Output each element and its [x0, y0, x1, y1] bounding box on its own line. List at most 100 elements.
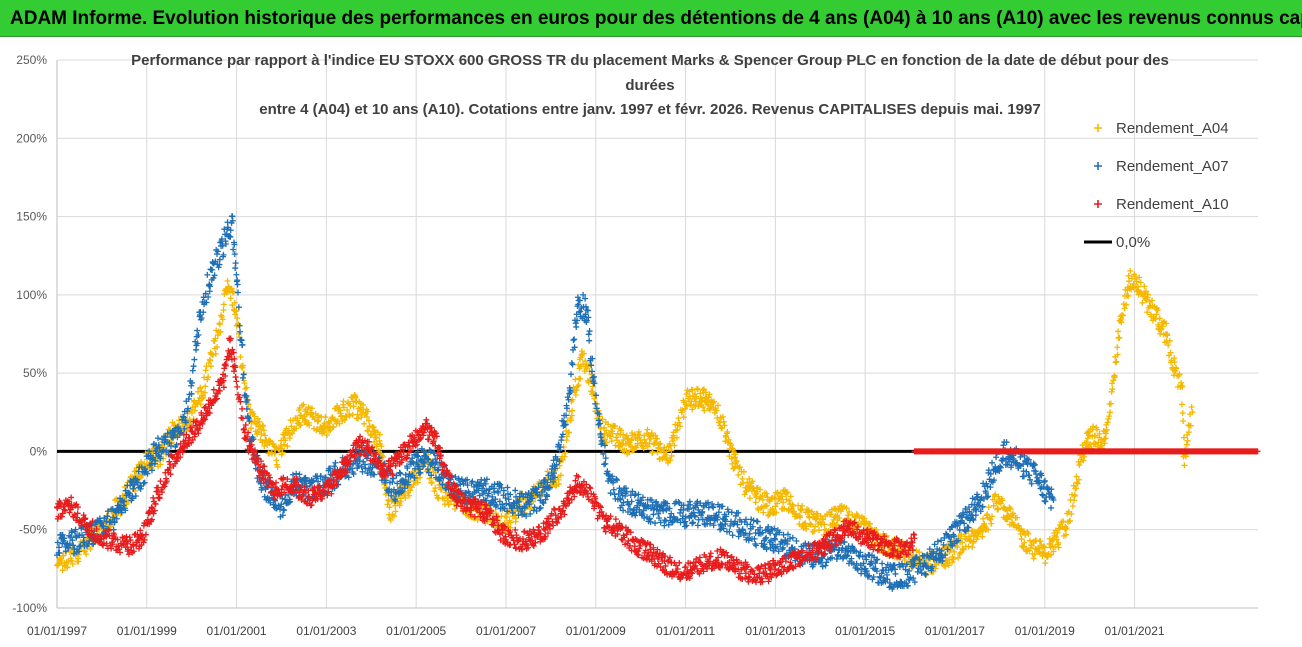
data-point	[228, 285, 235, 292]
data-point	[75, 504, 82, 511]
data-point	[957, 549, 964, 556]
data-point	[477, 480, 484, 487]
data-point	[146, 448, 153, 455]
y-tick-label: 50%	[23, 366, 47, 380]
data-point	[202, 383, 209, 390]
data-point	[750, 517, 757, 524]
data-point	[322, 414, 329, 421]
data-point	[566, 408, 573, 415]
data-point	[784, 489, 791, 496]
data-point	[282, 437, 289, 444]
data-point	[503, 514, 510, 521]
data-point	[371, 471, 378, 478]
data-point	[689, 406, 696, 413]
data-point	[1063, 525, 1070, 532]
data-point	[628, 436, 635, 443]
data-point	[710, 504, 717, 511]
data-point	[668, 452, 675, 459]
data-point	[502, 495, 509, 502]
data-point	[351, 454, 358, 461]
data-point	[944, 546, 951, 553]
data-point	[317, 473, 324, 480]
data-point	[403, 455, 410, 462]
data-point	[469, 478, 476, 485]
data-point	[197, 401, 204, 408]
data-point	[624, 508, 631, 515]
data-point	[182, 419, 189, 426]
data-point	[757, 505, 764, 512]
data-point	[104, 513, 111, 520]
data-point	[60, 503, 67, 510]
data-point	[673, 434, 680, 441]
x-tick-label: 01/01/2013	[745, 624, 805, 638]
data-point	[717, 526, 724, 533]
data-point	[414, 452, 421, 459]
data-point	[501, 523, 508, 530]
data-point	[531, 504, 538, 511]
series-rendement-a10	[54, 335, 1261, 586]
data-point	[230, 368, 237, 375]
data-point	[797, 514, 804, 521]
data-point	[306, 422, 313, 429]
data-point	[571, 344, 578, 351]
data-point	[997, 464, 1004, 471]
data-point	[142, 531, 149, 538]
data-point	[420, 459, 427, 466]
data-point	[246, 418, 253, 425]
data-point	[729, 460, 736, 467]
data-point	[241, 425, 248, 432]
data-point	[1036, 479, 1043, 486]
data-point	[622, 485, 629, 492]
data-point	[628, 498, 635, 505]
data-point	[1188, 404, 1195, 411]
data-point	[916, 556, 923, 563]
data-point	[54, 539, 61, 546]
data-point	[1020, 528, 1027, 535]
data-point	[597, 434, 604, 441]
data-point	[355, 462, 362, 469]
data-point	[302, 484, 309, 491]
data-point	[59, 567, 66, 574]
data-point	[675, 498, 682, 505]
data-point	[197, 425, 204, 432]
data-point	[860, 560, 867, 567]
data-point	[302, 478, 309, 485]
data-point	[1080, 457, 1087, 464]
data-point	[234, 281, 241, 288]
data-point	[227, 335, 234, 342]
data-point	[917, 566, 924, 573]
data-point	[58, 555, 65, 562]
data-point	[202, 367, 209, 374]
data-point	[574, 383, 581, 390]
data-point	[162, 434, 169, 441]
data-point	[984, 494, 991, 501]
data-point	[661, 517, 668, 524]
data-point	[822, 562, 829, 569]
data-point	[728, 455, 735, 462]
data-point	[866, 572, 873, 579]
data-point	[1017, 453, 1024, 460]
data-point	[472, 496, 479, 503]
data-point	[344, 453, 351, 460]
data-point	[544, 493, 551, 500]
data-point	[319, 495, 326, 502]
data-point	[261, 463, 268, 470]
data-point	[260, 480, 267, 487]
data-point	[903, 561, 910, 568]
data-point	[754, 518, 761, 525]
data-point	[565, 396, 572, 403]
data-point	[364, 427, 371, 434]
data-point	[428, 479, 435, 486]
data-point	[499, 501, 506, 508]
data-point	[294, 481, 301, 488]
x-tick-label: 01/01/2005	[386, 624, 446, 638]
data-point	[364, 470, 371, 477]
x-tick-label: 01/01/2021	[1105, 624, 1165, 638]
data-point	[258, 458, 265, 465]
data-point	[245, 429, 252, 436]
data-point	[529, 495, 536, 502]
data-point	[235, 321, 242, 328]
data-point	[1123, 301, 1130, 308]
data-point	[934, 538, 941, 545]
data-point	[734, 521, 741, 528]
